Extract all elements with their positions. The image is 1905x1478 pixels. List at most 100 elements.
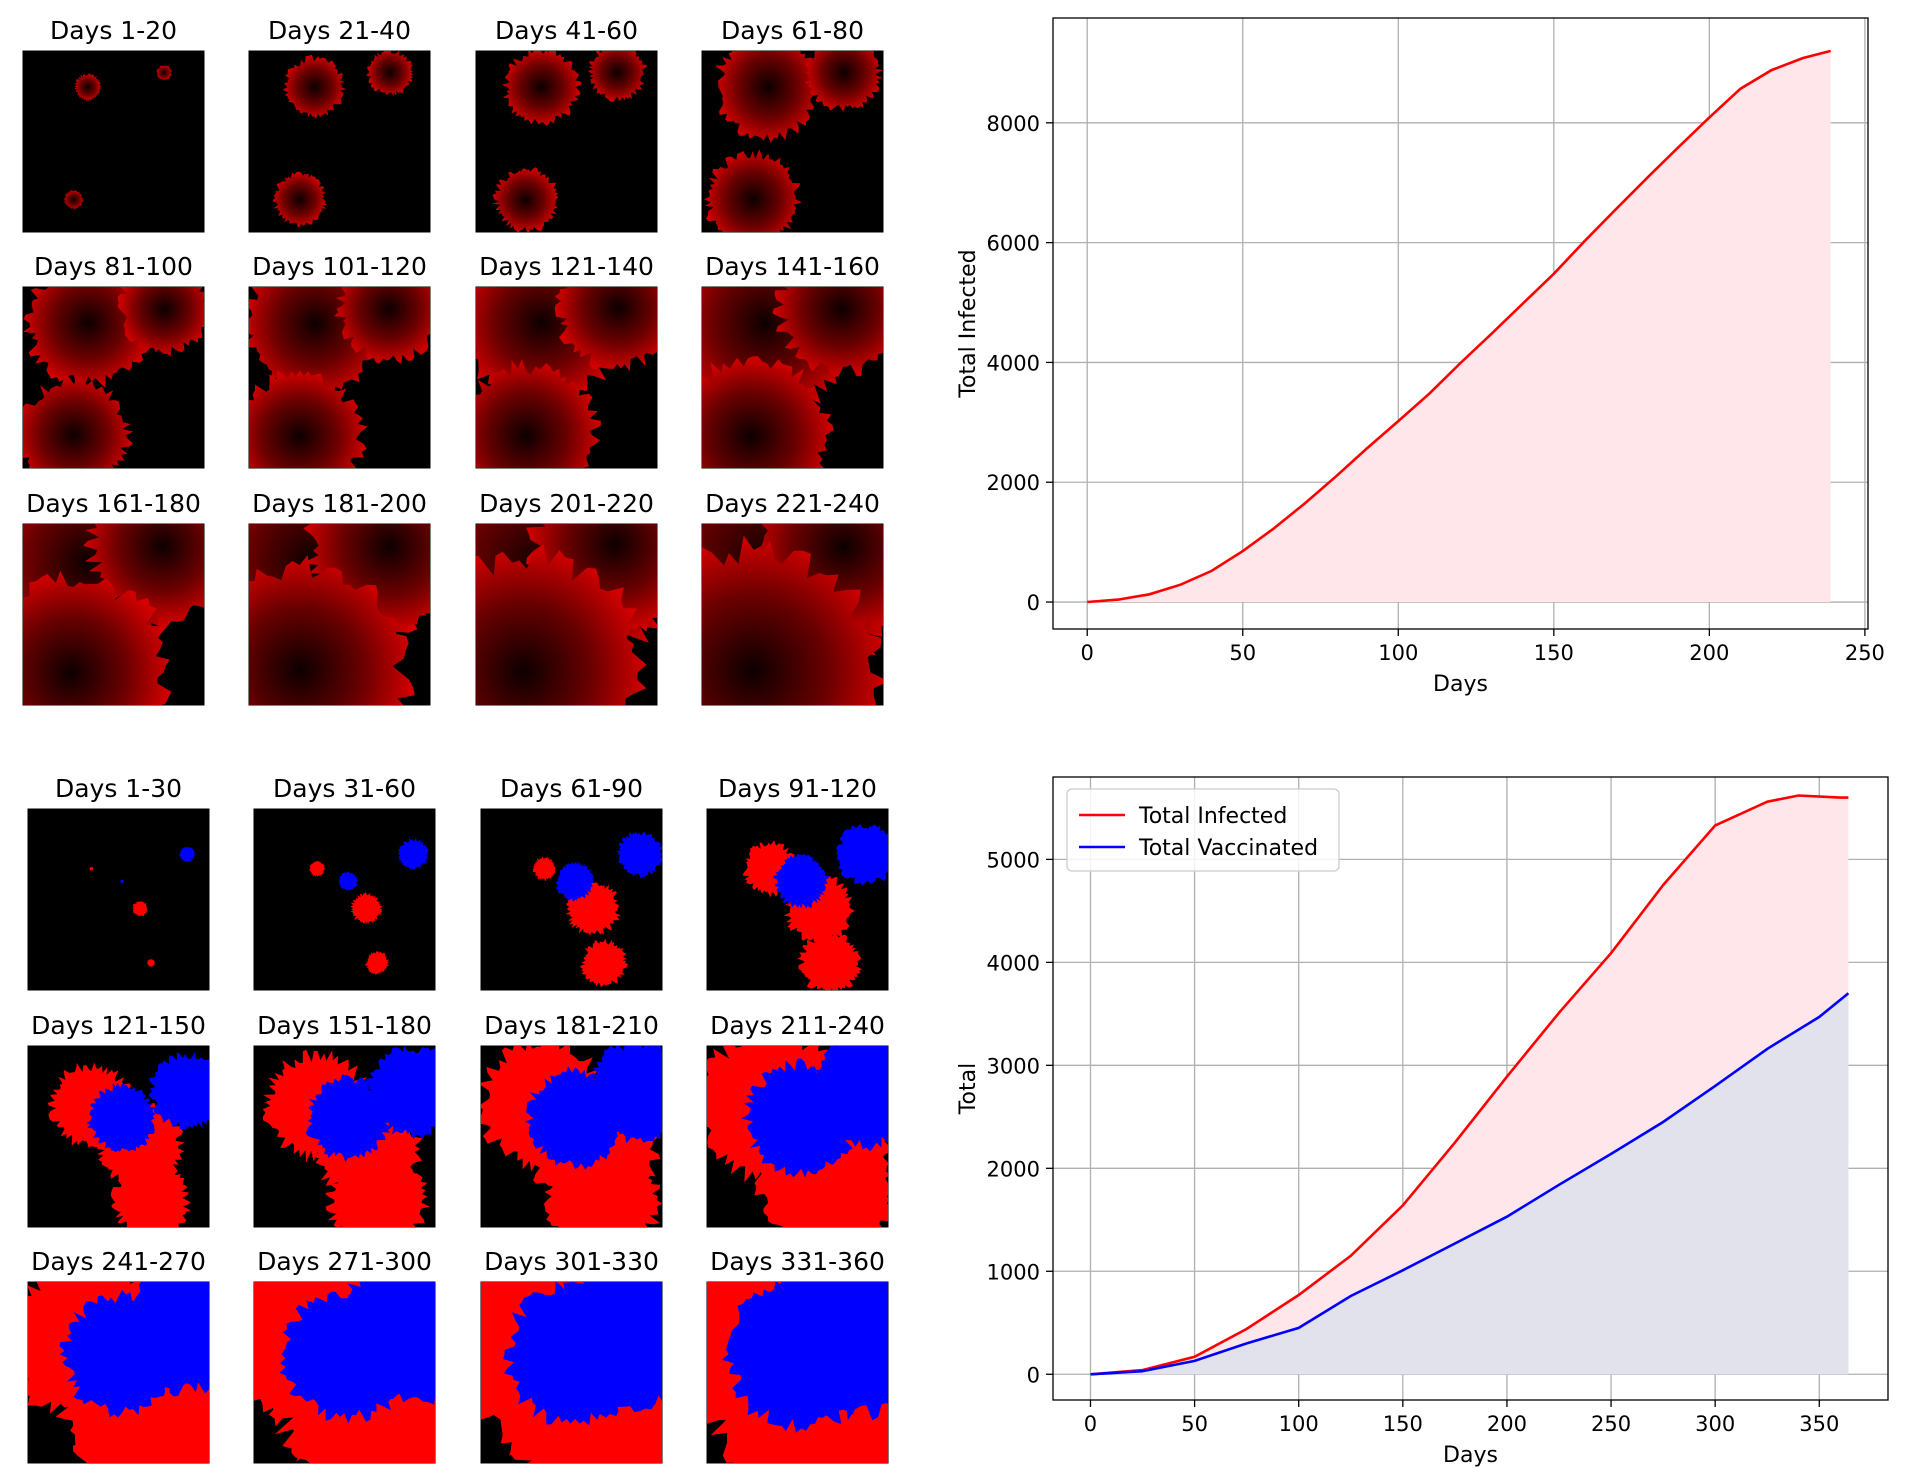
thumbnail-title: Days 181-210 (484, 1011, 659, 1040)
total-infected-chart: 0 50 100 150 200 250 0 2000 4000 6000 8000 Days Tota… (956, 17, 1885, 697)
vaccinated-region (120, 879, 125, 884)
thumbnail-title: Days 31-60 (273, 774, 416, 803)
x-tick-label: 350 (1799, 1412, 1839, 1436)
vaccinated-region (773, 853, 829, 909)
vaccinated-region (616, 831, 662, 878)
map-background (253, 808, 436, 991)
infected-region (89, 866, 94, 871)
spread-map: Days 1-30 (27, 774, 210, 991)
y-tick-label: 1000 (987, 1260, 1040, 1284)
x-tick-label: 0 (1081, 641, 1094, 665)
thumbnail-title: Days 331-360 (710, 1247, 885, 1276)
spread-map: Days 271-300 (253, 1247, 436, 1464)
series-line-1 (1090, 992, 1850, 1376)
thumbnail-title: Days 61-80 (721, 16, 864, 45)
y-tick-label: 0 (1027, 591, 1040, 615)
x-axis-label: Days (1443, 1443, 1498, 1468)
vaccinated-region (503, 1282, 647, 1426)
infection-cluster (476, 359, 601, 468)
spread-map: Days 301-330 (480, 1247, 663, 1464)
thumbnail-title: Days 181-200 (252, 489, 427, 518)
infected-region (132, 900, 148, 917)
vaccinated-region (836, 824, 888, 886)
plot-frame (1052, 776, 1889, 1401)
spread-map: Days 161-180 (22, 489, 205, 706)
infection-cluster (249, 555, 415, 705)
infection-cluster (334, 287, 430, 364)
x-tick-label: 150 (1383, 1412, 1423, 1436)
infection-cluster (23, 375, 134, 468)
spread-map: Days 211-240 (706, 1011, 889, 1228)
y-axis-label: Total Infected (956, 249, 981, 398)
thumbnail-title: Days 41-60 (495, 16, 638, 45)
spread-map: Days 221-240 (701, 489, 884, 706)
infection-cluster (501, 51, 582, 126)
vaccinated-region (86, 1082, 156, 1153)
legend-entry: Total Infected (1138, 804, 1287, 829)
x-tick-label: 300 (1695, 1412, 1735, 1436)
infected-region (325, 1148, 431, 1227)
infection-cluster (23, 570, 172, 705)
vaccinated-region (305, 1074, 390, 1162)
series-line-0 (1087, 49, 1832, 604)
y-tick-label: 4000 (987, 351, 1040, 375)
infected-region (797, 930, 863, 990)
x-tick-label: 250 (1845, 641, 1885, 665)
spread-map: Days 31-60 (253, 774, 436, 991)
spread-map: Days 1-20 (22, 16, 205, 233)
thumbnail-title: Days 121-140 (479, 252, 654, 281)
thumbnail-title: Days 61-90 (500, 774, 643, 803)
thumbnail-title: Days 301-330 (484, 1247, 659, 1276)
series-line-0 (1090, 794, 1849, 1376)
infection-cluster (249, 370, 368, 468)
infection-cluster (283, 54, 347, 119)
infected-region (532, 856, 556, 881)
spread-map: Days 101-120 (248, 252, 431, 469)
spread-map: Days 61-90 (480, 774, 663, 991)
infected-vaccinated-chart: 0 50 100 150 200 250 300 350 0 1000 2000 3000 4000 50… (956, 776, 1889, 1468)
thumbnail-title: Days 91-120 (718, 774, 877, 803)
spread-map: Days 241-270 (27, 1247, 210, 1464)
legend-entry: Total Vaccinated (1138, 836, 1318, 861)
infection-cluster (74, 73, 102, 101)
spread-map: Days 121-150 (27, 1011, 210, 1228)
thumbnail-title: Days 151-180 (257, 1011, 432, 1040)
thumbnail-title: Days 211-240 (710, 1011, 885, 1040)
y-axis-label: Total (956, 1063, 981, 1115)
y-tick-label: 0 (1027, 1363, 1040, 1387)
spread-map: Days 41-60 (475, 16, 658, 233)
infection-cluster (272, 171, 328, 228)
vaccinated-region (279, 1287, 418, 1424)
vaccinated-region (741, 1058, 860, 1178)
thumbnail-title: Days 1-20 (50, 16, 177, 45)
infected-region (110, 1160, 191, 1227)
thumbnail-title: Days 241-270 (31, 1247, 206, 1276)
vaccinated-region (59, 1289, 185, 1418)
x-tick-label: 100 (1279, 1412, 1319, 1436)
spread-map: Days 331-360 (706, 1247, 889, 1464)
infection-cluster (587, 51, 647, 103)
infected-region (309, 860, 326, 877)
infection-cluster (476, 544, 647, 705)
infection-cluster (492, 167, 559, 232)
y-tick-label: 3000 (987, 1054, 1040, 1078)
infection-cluster (704, 149, 802, 232)
vaccinated-region (338, 871, 358, 891)
infected-region (147, 959, 155, 967)
spread-map: Days 201-220 (475, 489, 658, 706)
spread-map: Days 181-210 (480, 1011, 663, 1228)
infection-cluster (23, 287, 154, 388)
x-tick-label: 200 (1689, 641, 1729, 665)
thumbnail-title: Days 201-220 (479, 489, 654, 518)
spread-map: Days 151-180 (253, 1011, 436, 1228)
spread-map: Days 91-120 (706, 774, 889, 991)
infection-cluster (156, 65, 172, 81)
y-tick-label: 2000 (987, 1157, 1040, 1181)
infection-cluster (554, 287, 657, 372)
spread-map: Days 121-140 (475, 252, 658, 469)
map-background (27, 808, 210, 991)
spread-map-grid-infection-only: Days 1-20 Days 21-40 Days 41-60 Days 61-80 D… (22, 16, 884, 706)
spread-map: Days 181-200 (248, 489, 431, 706)
y-tick-label: 8000 (987, 112, 1040, 136)
y-tick-label: 4000 (987, 951, 1040, 975)
